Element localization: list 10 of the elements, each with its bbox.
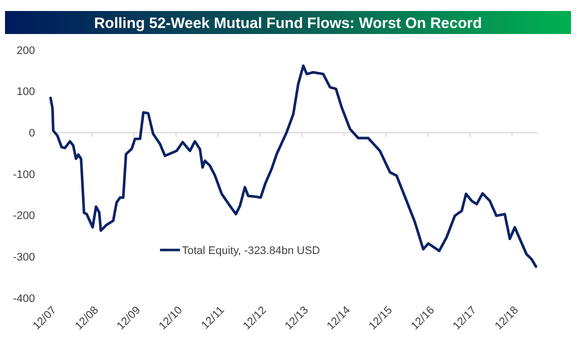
y-tick-label: -100 xyxy=(12,168,35,181)
legend-label: Total Equity, -323.84bn USD xyxy=(182,244,320,257)
line-series xyxy=(49,64,538,268)
chart-title: Rolling 52-Week Mutual Fund Flows: Worst On Record xyxy=(94,15,482,32)
y-tick-label: -400 xyxy=(12,292,35,305)
y-tick-label: 100 xyxy=(16,86,35,98)
y-tick-label: -200 xyxy=(12,210,35,222)
y-tick-label: -300 xyxy=(12,252,35,264)
y-tick-label: 0 xyxy=(28,128,35,140)
y-tick-label: 200 xyxy=(16,44,35,57)
